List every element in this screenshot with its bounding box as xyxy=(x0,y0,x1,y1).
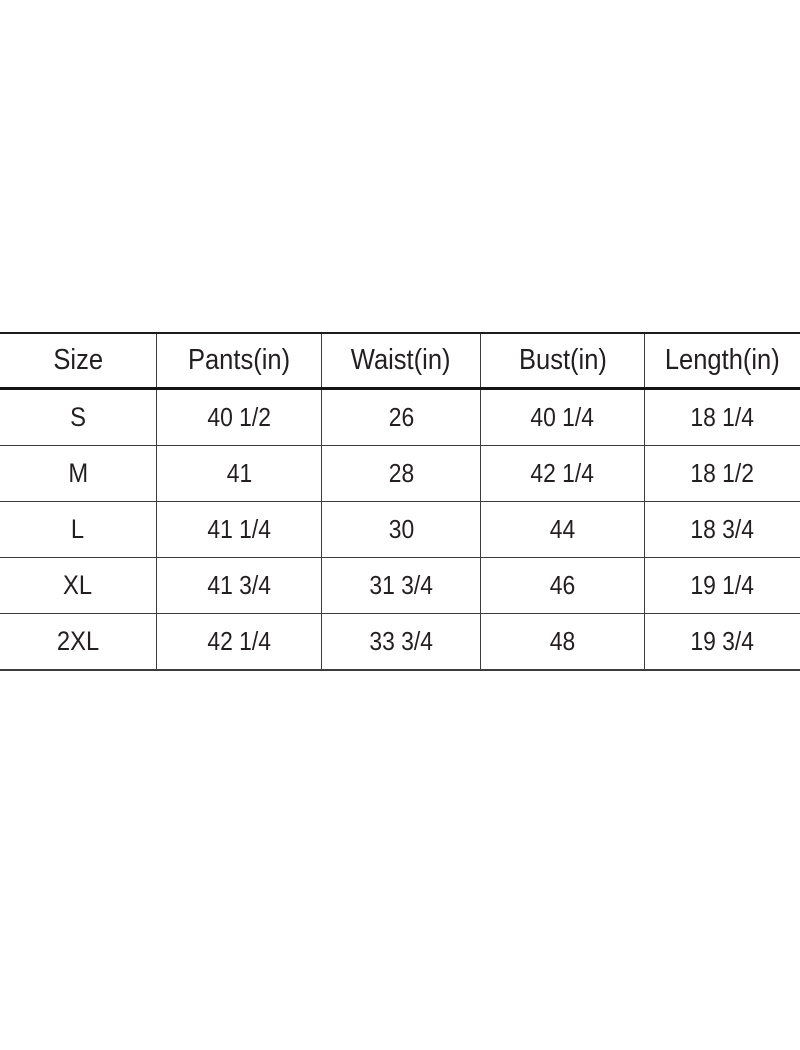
cell-xl-pants-value: 41 3/4 xyxy=(207,570,271,600)
cell-2xl-size: 2XL xyxy=(0,614,157,669)
cell-xl-pants: 41 3/4 xyxy=(157,558,322,613)
cell-2xl-bust: 48 xyxy=(481,614,645,669)
cell-xl-length: 19 1/4 xyxy=(645,558,800,613)
cell-2xl-waist: 33 3/4 xyxy=(322,614,481,669)
cell-m-length-value: 18 1/2 xyxy=(690,458,755,488)
column-header-waist-label: Waist(in) xyxy=(351,344,451,376)
cell-s-pants-value: 40 1/2 xyxy=(207,402,271,432)
cell-l-waist: 30 xyxy=(322,502,481,557)
size-row-m: M 41 28 42 1/4 18 1/2 xyxy=(0,446,800,502)
column-header-size: Size xyxy=(0,334,157,387)
cell-s-length-value: 18 1/4 xyxy=(690,402,755,432)
cell-m-pants: 41 xyxy=(157,446,322,501)
column-header-bust-label: Bust(in) xyxy=(518,344,607,376)
column-header-size-label: Size xyxy=(53,344,103,376)
cell-m-bust: 42 1/4 xyxy=(481,446,645,501)
column-header-bust: Bust(in) xyxy=(481,334,645,387)
cell-m-waist: 28 xyxy=(322,446,481,501)
cell-2xl-length-value: 19 3/4 xyxy=(690,626,755,656)
size-row-s: S 40 1/2 26 40 1/4 18 1/4 xyxy=(0,390,800,446)
size-chart-table: Size Pants(in) Waist(in) Bust(in) Length… xyxy=(0,332,800,671)
cell-l-pants-value: 41 1/4 xyxy=(207,514,271,544)
cell-s-waist: 26 xyxy=(322,390,481,445)
cell-xl-bust: 46 xyxy=(481,558,645,613)
cell-xl-bust-value: 46 xyxy=(549,570,576,600)
cell-m-size-value: M xyxy=(68,458,88,488)
cell-s-pants: 40 1/2 xyxy=(157,390,322,445)
cell-l-waist-value: 30 xyxy=(388,514,414,544)
size-chart-header-row: Size Pants(in) Waist(in) Bust(in) Length… xyxy=(0,334,800,390)
cell-m-bust-value: 42 1/4 xyxy=(530,458,595,488)
cell-2xl-bust-value: 48 xyxy=(549,626,576,656)
cell-m-waist-value: 28 xyxy=(388,458,414,488)
cell-xl-waist: 31 3/4 xyxy=(322,558,481,613)
cell-xl-size-value: XL xyxy=(63,570,93,600)
column-header-pants: Pants(in) xyxy=(157,334,322,387)
cell-m-pants-value: 41 xyxy=(226,458,252,488)
cell-l-bust-value: 44 xyxy=(549,514,576,544)
cell-l-bust: 44 xyxy=(481,502,645,557)
size-row-l: L 41 1/4 30 44 18 3/4 xyxy=(0,502,800,558)
cell-2xl-pants: 42 1/4 xyxy=(157,614,322,669)
cell-l-size-value: L xyxy=(71,514,85,544)
column-header-length-label: Length(in) xyxy=(665,344,780,376)
cell-xl-size: XL xyxy=(0,558,157,613)
cell-m-size: M xyxy=(0,446,157,501)
cell-l-length-value: 18 3/4 xyxy=(690,514,755,544)
column-header-pants-label: Pants(in) xyxy=(187,344,291,376)
cell-l-length: 18 3/4 xyxy=(645,502,800,557)
size-row-xl: XL 41 3/4 31 3/4 46 19 1/4 xyxy=(0,558,800,614)
column-header-length: Length(in) xyxy=(645,334,800,387)
cell-2xl-length: 19 3/4 xyxy=(645,614,800,669)
cell-2xl-waist-value: 33 3/4 xyxy=(369,626,433,656)
cell-s-size-value: S xyxy=(70,402,86,432)
cell-2xl-size-value: 2XL xyxy=(56,626,100,656)
cell-s-length: 18 1/4 xyxy=(645,390,800,445)
size-row-2xl: 2XL 42 1/4 33 3/4 48 19 3/4 xyxy=(0,614,800,669)
column-header-waist: Waist(in) xyxy=(322,334,481,387)
cell-s-waist-value: 26 xyxy=(388,402,414,432)
cell-s-size: S xyxy=(0,390,157,445)
cell-l-pants: 41 1/4 xyxy=(157,502,322,557)
cell-xl-length-value: 19 1/4 xyxy=(690,570,755,600)
cell-xl-waist-value: 31 3/4 xyxy=(369,570,433,600)
cell-2xl-pants-value: 42 1/4 xyxy=(207,626,271,656)
cell-m-length: 18 1/2 xyxy=(645,446,800,501)
cell-s-bust: 40 1/4 xyxy=(481,390,645,445)
cell-l-size: L xyxy=(0,502,157,557)
cell-s-bust-value: 40 1/4 xyxy=(530,402,595,432)
